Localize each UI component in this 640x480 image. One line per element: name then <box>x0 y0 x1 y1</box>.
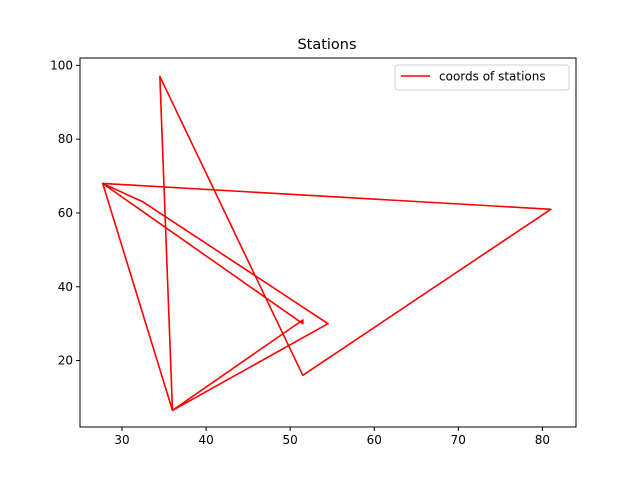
x-tick-label: 60 <box>367 433 382 447</box>
legend: coords of stations <box>394 64 570 91</box>
y-axis: 20 40 60 80 100 <box>50 58 80 368</box>
y-tick-label: 40 <box>58 280 73 294</box>
plot-area <box>80 58 576 427</box>
chart-title: Stations <box>297 37 356 53</box>
x-tick-label: 50 <box>283 433 298 447</box>
y-tick-label: 20 <box>58 354 73 368</box>
x-tick-label: 80 <box>535 433 550 447</box>
x-axis: 30 40 50 60 70 80 <box>114 427 550 447</box>
series-layer <box>101 75 552 412</box>
x-tick-label: 30 <box>114 433 129 447</box>
y-tick-label: 100 <box>50 58 73 72</box>
series-line <box>101 75 552 412</box>
x-tick-label: 70 <box>451 433 466 447</box>
y-tick-label: 60 <box>58 206 73 220</box>
legend-label: coords of stations <box>439 70 546 84</box>
y-tick-label: 80 <box>58 132 73 146</box>
plot-frame <box>79 57 577 428</box>
legend-box <box>394 64 570 91</box>
x-tick-label: 40 <box>198 433 213 447</box>
